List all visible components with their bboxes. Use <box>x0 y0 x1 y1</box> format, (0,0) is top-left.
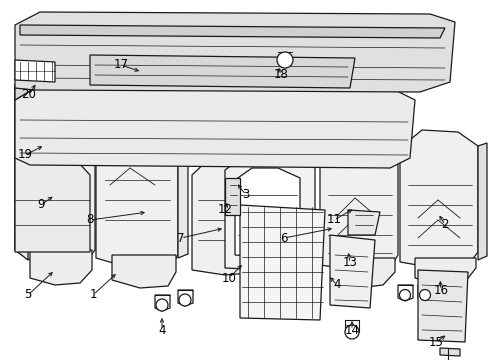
Text: 10: 10 <box>221 271 236 284</box>
Polygon shape <box>90 55 354 88</box>
Text: 6: 6 <box>280 231 287 244</box>
Text: 12: 12 <box>217 203 232 216</box>
Polygon shape <box>15 12 454 92</box>
Circle shape <box>276 52 292 68</box>
Polygon shape <box>417 285 432 301</box>
Circle shape <box>419 289 429 301</box>
Text: 20: 20 <box>21 89 37 102</box>
Text: 13: 13 <box>342 256 357 270</box>
Polygon shape <box>329 235 374 308</box>
Text: 4: 4 <box>332 279 340 292</box>
Text: 5: 5 <box>24 288 32 301</box>
Polygon shape <box>15 88 35 100</box>
Text: 3: 3 <box>242 189 249 202</box>
Text: 4: 4 <box>158 324 165 337</box>
Text: 19: 19 <box>18 148 32 162</box>
Polygon shape <box>178 290 193 306</box>
Text: 17: 17 <box>113 58 128 72</box>
Polygon shape <box>439 348 459 356</box>
Polygon shape <box>15 158 90 252</box>
Polygon shape <box>15 60 55 82</box>
Polygon shape <box>417 270 467 342</box>
Polygon shape <box>240 205 325 320</box>
Text: 16: 16 <box>433 284 447 297</box>
Polygon shape <box>399 130 477 268</box>
Polygon shape <box>319 148 397 270</box>
Text: 11: 11 <box>326 213 341 226</box>
Circle shape <box>399 289 409 301</box>
Text: 9: 9 <box>37 198 45 211</box>
Text: 7: 7 <box>177 231 184 244</box>
Polygon shape <box>15 88 414 168</box>
Text: 18: 18 <box>273 68 288 81</box>
Polygon shape <box>192 158 267 275</box>
Polygon shape <box>414 258 475 285</box>
Polygon shape <box>15 70 95 267</box>
Text: 2: 2 <box>440 219 448 231</box>
Text: 15: 15 <box>427 336 443 348</box>
Polygon shape <box>15 82 28 260</box>
Text: 8: 8 <box>86 213 94 226</box>
Polygon shape <box>96 68 178 268</box>
Circle shape <box>156 299 168 311</box>
Circle shape <box>179 294 191 306</box>
Polygon shape <box>334 258 394 288</box>
Text: 14: 14 <box>344 324 359 337</box>
Polygon shape <box>112 255 176 288</box>
Polygon shape <box>178 78 187 258</box>
Polygon shape <box>235 168 299 257</box>
Polygon shape <box>224 178 240 215</box>
Polygon shape <box>155 295 170 311</box>
Polygon shape <box>397 285 412 301</box>
Polygon shape <box>347 210 379 235</box>
Polygon shape <box>20 25 444 38</box>
Polygon shape <box>477 143 486 260</box>
Text: 1: 1 <box>89 288 97 301</box>
Polygon shape <box>224 153 314 270</box>
Circle shape <box>345 325 358 339</box>
Polygon shape <box>30 250 92 285</box>
